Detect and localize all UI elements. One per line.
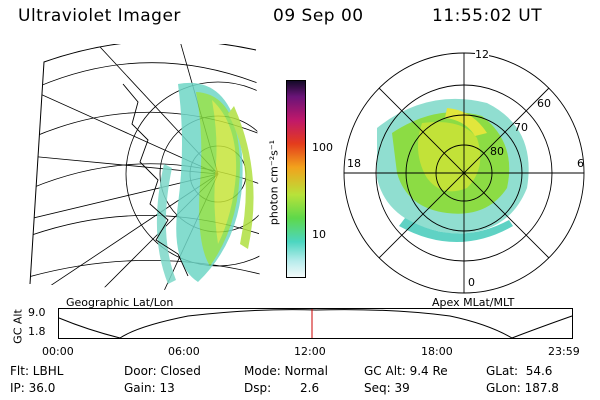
time-label: 11:55:02 UT <box>432 6 543 26</box>
apex-polar-plot <box>343 52 585 294</box>
timeline-xtick-1800: 18:00 <box>421 345 453 358</box>
mlat-label-80: 80 <box>490 145 504 158</box>
mlt-label-0: 0 <box>468 276 475 289</box>
aurora-emission-geo <box>156 82 254 284</box>
gc-alt-info: GC Alt: 9.4 Re <box>364 364 448 378</box>
timeline-ytick-1.8: 1.8 <box>28 325 46 338</box>
geo-panel-label: Geographic Lat/Lon <box>66 296 174 309</box>
door-info: Door: Closed <box>124 364 201 378</box>
colorbar-label: photon cm⁻²s⁻¹ <box>267 139 281 226</box>
timeline-xtick-0000: 00:00 <box>42 345 74 358</box>
timeline-ylabel: GC Alt <box>11 309 25 344</box>
timeline-xtick-2359: 23:59 <box>548 345 580 358</box>
glat-info: GLat: 54.6 <box>486 364 553 378</box>
timeline-ytick-9: 9.0 <box>28 306 46 319</box>
colorbar <box>286 80 306 278</box>
dsp-label: Dsp: <box>244 381 272 395</box>
mlt-label-18: 18 <box>347 157 361 170</box>
date-label: 09 Sep 00 <box>273 6 364 26</box>
mlt-label-6: 6 <box>577 157 584 170</box>
gc-alt-timeline <box>58 308 573 339</box>
gain-info: Gain: 13 <box>124 381 175 395</box>
mode-info: Mode: Normal <box>244 364 328 378</box>
mlat-label-60: 60 <box>537 97 551 110</box>
glon-info: GLon: 187.8 <box>486 381 559 395</box>
coastline <box>122 83 189 277</box>
seq-info: Seq: 39 <box>364 381 410 395</box>
filter-info: Flt: LBHL <box>10 364 64 378</box>
colorbar-tick-100: 100 <box>312 141 333 154</box>
colorbar-tick-10: 10 <box>312 228 326 241</box>
geographic-map <box>29 44 260 295</box>
ip-info: IP: 36.0 <box>10 381 56 395</box>
dsp-value: 2.6 <box>300 381 320 395</box>
timeline-xtick-1200: 12:00 <box>294 345 326 358</box>
timeline-xtick-0600: 06:00 <box>168 345 200 358</box>
mlt-label-12: 12 <box>475 48 489 61</box>
mlat-label-70: 70 <box>514 121 528 134</box>
aurora-emission-apex <box>377 98 529 242</box>
instrument-title: Ultraviolet Imager <box>18 6 181 26</box>
apex-panel-label: Apex MLat/MLT <box>432 296 515 309</box>
